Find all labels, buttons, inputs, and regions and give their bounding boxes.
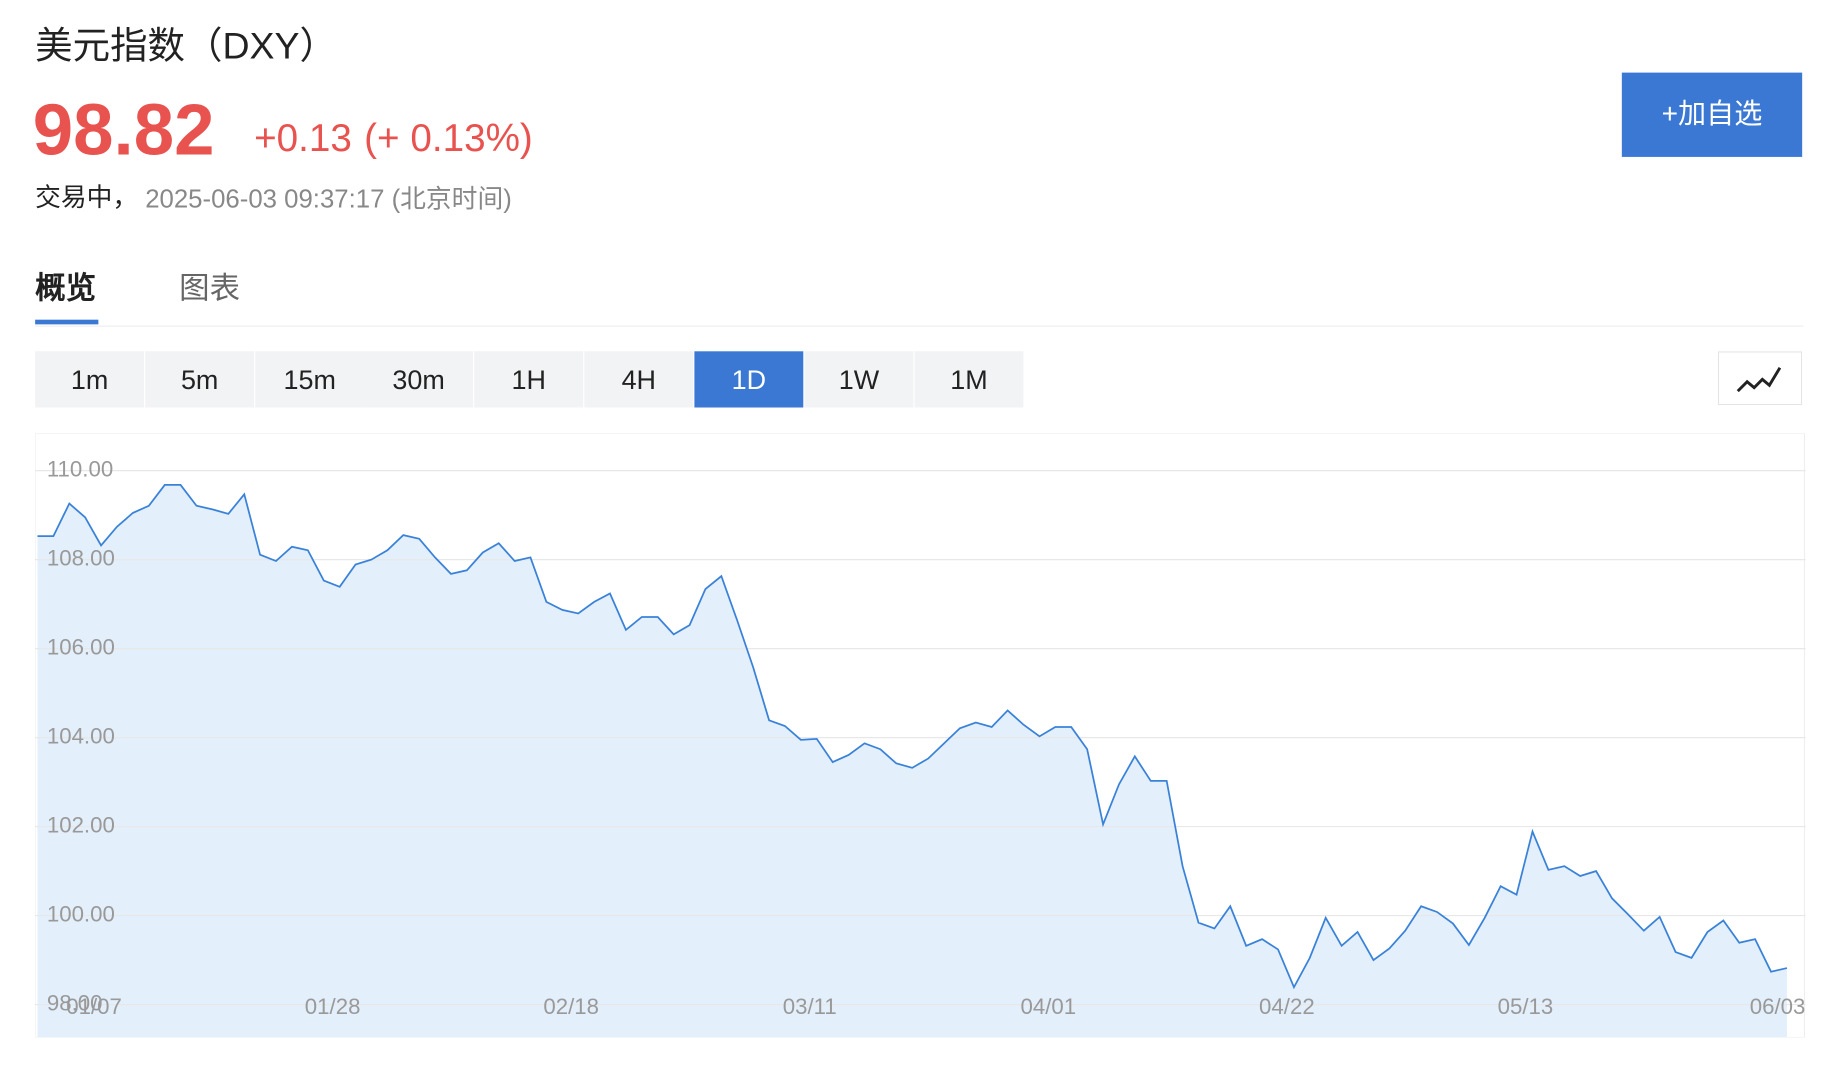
interval-button[interactable]: 1m <box>35 351 145 408</box>
price: 98.82 <box>32 90 215 171</box>
y-tick-label: 110.00 <box>47 457 113 482</box>
interval-button[interactable]: 4H <box>584 351 694 408</box>
interval-button[interactable]: 1M <box>914 351 1024 408</box>
x-tick-label: 05/13 <box>1498 994 1554 1019</box>
chart-type-button[interactable] <box>1717 351 1803 406</box>
y-tick-label: 108.00 <box>47 546 115 571</box>
interval-button[interactable]: 1D <box>694 351 804 408</box>
y-tick-label: 106.00 <box>47 634 115 659</box>
x-tick-label: 03/11 <box>783 994 837 1019</box>
y-tick-label: 102.00 <box>47 812 115 837</box>
status: 交易中， <box>35 182 139 212</box>
tab-indicator <box>35 319 99 325</box>
tab[interactable]: 图表 <box>179 270 241 306</box>
x-tick-label: 04/01 <box>1021 994 1077 1019</box>
tab[interactable]: 概览 <box>35 270 97 306</box>
y-tick-label: 100.00 <box>47 901 115 926</box>
interval-button[interactable]: 15m <box>255 351 365 408</box>
interval-button[interactable]: 1W <box>804 351 914 408</box>
interval-button[interactable]: 30m <box>364 351 474 408</box>
interval-button[interactable]: 1H <box>474 351 584 408</box>
x-tick-label: 06/03 <box>1750 994 1806 1019</box>
area-fill <box>37 484 1787 1038</box>
change-pct: (+ 0.13%) <box>364 115 533 160</box>
price-line <box>37 484 1788 990</box>
y-tick-label: 104.00 <box>47 723 115 748</box>
change: +0.13 <box>254 115 352 160</box>
x-tick-label: 02/18 <box>543 994 599 1019</box>
x-tick-label: 04/22 <box>1259 994 1315 1019</box>
interval-button[interactable]: 5m <box>145 351 255 408</box>
timestamp: 2025-06-03 09:37:17 (北京时间) <box>145 183 512 214</box>
x-tick-label: 01/07 <box>66 994 122 1019</box>
divider <box>35 325 1804 327</box>
add-watchlist-button[interactable]: +加自选 <box>1621 72 1803 157</box>
y-tick-label: 98.00 <box>47 990 103 1015</box>
chart: 98.00 100.00 102.00 104.00 106.00 108.00 110.0… <box>35 433 1806 1038</box>
title: 美元指数（DXY） <box>35 24 338 67</box>
x-tick-label: 01/28 <box>305 994 361 1019</box>
